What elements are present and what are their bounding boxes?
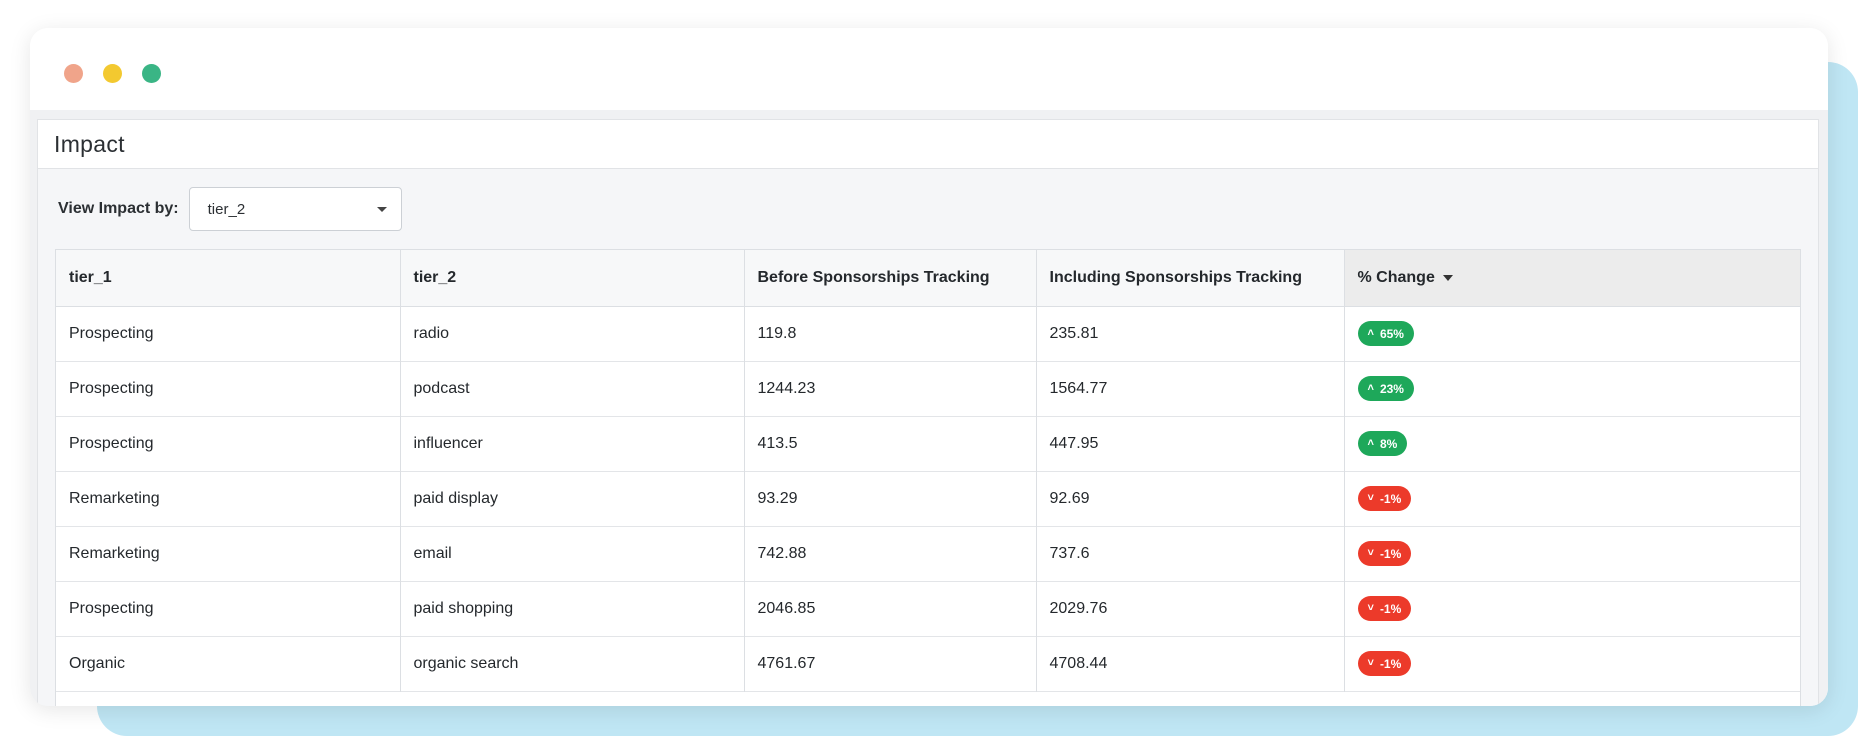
close-window-button[interactable] xyxy=(64,64,83,83)
change-badge: ˅ -1% xyxy=(1357,651,1412,676)
change-badge: ˅ -1% xyxy=(1357,541,1412,566)
impact-filter-bar: View Impact by: tier_2 xyxy=(38,169,1818,249)
cell-tier-1: Prospecting xyxy=(56,581,401,636)
cell-including: 4708.44 xyxy=(1036,636,1345,691)
change-value: -1% xyxy=(1379,656,1402,671)
change-badge: ˄ 23% xyxy=(1357,376,1414,401)
chevron-up-icon: ˄ xyxy=(1367,437,1374,449)
cell-before: 93.29 xyxy=(744,471,1037,526)
cell-change: ˅ -1% xyxy=(1344,581,1800,636)
sort-desc-icon[interactable] xyxy=(1442,274,1453,281)
table-row[interactable]: Prospecting radio 119.8 235.81 ˄ 65% xyxy=(56,306,1800,361)
table-body: Prospecting radio 119.8 235.81 ˄ 65% Prospecti… xyxy=(56,306,1800,691)
cell-tier-1: Remarketing xyxy=(56,526,401,581)
cell-tier-1: Prospecting xyxy=(56,361,401,416)
cell-tier-2: paid shopping xyxy=(400,581,745,636)
cell-including: 737.6 xyxy=(1036,526,1345,581)
table-header-row: tier_1 tier_2 Before Sponsorships Tracki… xyxy=(56,250,1800,307)
impact-panel: Impact View Impact by: tier_2 xyxy=(37,119,1819,706)
cell-change: ˄ 65% xyxy=(1344,306,1800,361)
cell-tier-2: influencer xyxy=(400,416,745,471)
cell-tier-2: podcast xyxy=(400,361,745,416)
cell-tier-1: Organic xyxy=(56,636,401,691)
cell-tier-1: Prospecting xyxy=(56,416,401,471)
view-impact-select-value: tier_2 xyxy=(207,200,246,218)
chevron-down-icon: ˅ xyxy=(1367,602,1374,614)
panel-title: Impact xyxy=(54,130,125,157)
cell-before: 119.8 xyxy=(744,306,1037,361)
change-value: -1% xyxy=(1379,601,1402,616)
cell-before: 742.88 xyxy=(744,526,1037,581)
chevron-up-icon: ˄ xyxy=(1367,327,1374,339)
view-impact-label: View Impact by: xyxy=(58,200,179,217)
change-value: 65% xyxy=(1379,326,1404,341)
cell-including: 2029.76 xyxy=(1036,581,1345,636)
cell-including: 92.69 xyxy=(1036,471,1345,526)
change-value: -1% xyxy=(1379,546,1402,561)
cell-change: ˄ 8% xyxy=(1344,416,1800,471)
chevron-down-icon: ˅ xyxy=(1367,492,1374,504)
cell-including: 1564.77 xyxy=(1036,361,1345,416)
table-row[interactable]: Prospecting paid shopping 2046.85 2029.76 ˅ -… xyxy=(56,581,1800,636)
cell-before: 4761.67 xyxy=(744,636,1037,691)
chevron-up-icon: ˄ xyxy=(1367,382,1374,394)
chevron-down-icon: ˅ xyxy=(1367,657,1374,669)
cell-before: 2046.85 xyxy=(744,581,1037,636)
minimize-window-button[interactable] xyxy=(103,64,122,83)
cell-before: 413.5 xyxy=(744,416,1037,471)
cell-change: ˅ -1% xyxy=(1344,471,1800,526)
chevron-down-icon xyxy=(376,206,387,212)
cell-change: ˅ -1% xyxy=(1344,636,1800,691)
cell-change: ˅ -1% xyxy=(1344,526,1800,581)
cell-tier-2: organic search xyxy=(400,636,745,691)
change-badge: ˄ 65% xyxy=(1357,321,1414,346)
window-titlebar xyxy=(30,28,1828,110)
panel-header: Impact xyxy=(38,120,1818,169)
change-badge: ˄ 8% xyxy=(1357,431,1408,456)
app-window: Impact View Impact by: tier_2 xyxy=(30,28,1828,706)
chevron-down-icon: ˅ xyxy=(1367,547,1374,559)
cell-including: 235.81 xyxy=(1036,306,1345,361)
table-row[interactable]: Organic organic search 4761.67 4708.44 ˅ -1% xyxy=(56,636,1800,691)
cell-tier-2: email xyxy=(400,526,745,581)
impact-table: tier_1 tier_2 Before Sponsorships Tracki… xyxy=(55,249,1801,706)
maximize-window-button[interactable] xyxy=(142,64,161,83)
table-row[interactable]: Remarketing email 742.88 737.6 ˅ -1% xyxy=(56,526,1800,581)
cell-tier-1: Remarketing xyxy=(56,471,401,526)
cell-tier-2: radio xyxy=(400,306,745,361)
column-header-tier-1[interactable]: tier_1 xyxy=(56,250,401,307)
table-row[interactable]: Remarketing paid display 93.29 92.69 ˅ -1% xyxy=(56,471,1800,526)
content-area: Impact View Impact by: tier_2 xyxy=(30,110,1828,706)
cell-including: 447.95 xyxy=(1036,416,1345,471)
change-value: 8% xyxy=(1379,436,1398,451)
column-header-tier-2[interactable]: tier_2 xyxy=(400,250,745,307)
cell-before: 1244.23 xyxy=(744,361,1037,416)
change-value: 23% xyxy=(1379,381,1404,396)
cell-tier-1: Prospecting xyxy=(56,306,401,361)
window-controls xyxy=(64,64,161,83)
change-value: -1% xyxy=(1379,491,1402,506)
cell-tier-2: paid display xyxy=(400,471,745,526)
column-header-including[interactable]: Including Sponsorships Tracking xyxy=(1036,250,1345,307)
column-header-before[interactable]: Before Sponsorships Tracking xyxy=(744,250,1037,307)
column-header-change[interactable]: % Change xyxy=(1344,250,1800,307)
table-row[interactable]: Prospecting podcast 1244.23 1564.77 ˄ 23% xyxy=(56,361,1800,416)
cell-change: ˄ 23% xyxy=(1344,361,1800,416)
change-badge: ˅ -1% xyxy=(1357,486,1412,511)
view-impact-select[interactable]: tier_2 xyxy=(188,187,402,231)
table-row[interactable]: Prospecting influencer 413.5 447.95 ˄ 8% xyxy=(56,416,1800,471)
change-badge: ˅ -1% xyxy=(1357,596,1412,621)
